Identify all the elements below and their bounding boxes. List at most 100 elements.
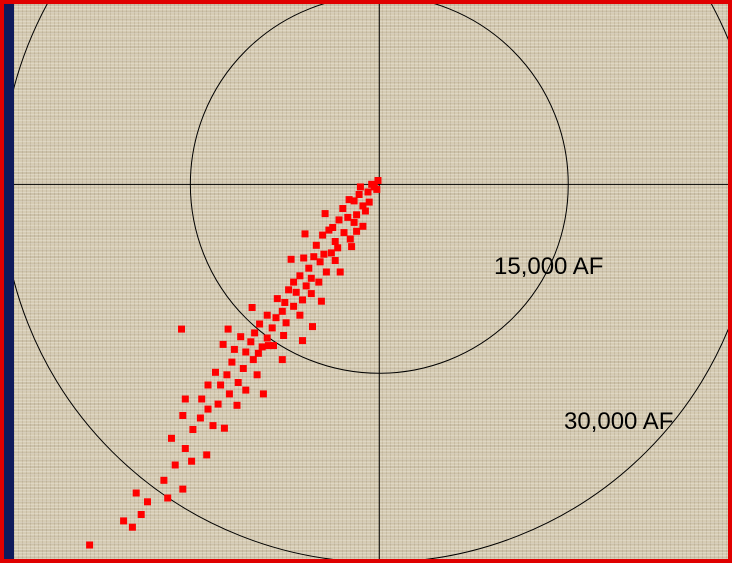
data-point-77 [196, 414, 204, 422]
ring-label-30000: 30,000 AF [564, 408, 673, 435]
data-point-3 [374, 177, 382, 184]
data-point-100 [309, 323, 316, 331]
data-point-54 [268, 324, 276, 332]
data-point-49 [296, 311, 304, 319]
data-point-74 [214, 400, 222, 408]
data-point-104 [248, 304, 256, 311]
data-point-35 [300, 254, 308, 262]
data-point-23 [325, 226, 333, 234]
data-point-4 [356, 183, 364, 191]
data-point-40 [302, 282, 310, 290]
data-point-95 [264, 342, 272, 350]
data-point-29 [312, 241, 320, 249]
data-point-84 [188, 457, 196, 465]
data-point-42 [285, 286, 293, 294]
data-point-22 [331, 238, 339, 245]
data-point-60 [237, 333, 245, 341]
data-point-36 [307, 274, 315, 282]
data-point-81 [168, 434, 175, 442]
data-point-48 [278, 307, 286, 315]
data-point-55 [251, 329, 259, 337]
data-point-57 [263, 334, 271, 342]
data-point-86 [160, 476, 168, 484]
data-point-72 [225, 390, 233, 398]
data-point-20 [353, 227, 361, 235]
data-point-43 [307, 290, 315, 298]
data-point-97 [299, 337, 306, 345]
data-point-69 [234, 379, 242, 386]
ring-label-15000: 15,000 AF [494, 253, 603, 280]
data-point-93 [120, 517, 128, 525]
left-edge-strip [4, 4, 14, 559]
data-point-15 [350, 218, 358, 226]
data-point-21 [346, 235, 354, 243]
data-point-38 [315, 278, 323, 286]
data-point-99 [178, 325, 185, 333]
data-point-110 [321, 210, 329, 218]
data-point-96 [278, 356, 286, 364]
data-point-31 [310, 253, 318, 261]
data-point-71 [212, 368, 219, 376]
data-point-113 [181, 395, 189, 403]
data-point-16 [359, 222, 367, 230]
ring-15000 [189, 4, 569, 374]
rings-group [14, 4, 728, 559]
data-point-90 [132, 489, 140, 497]
data-point-63 [230, 345, 238, 353]
data-point-65 [228, 358, 236, 366]
data-point-79 [189, 426, 197, 433]
ring-30000 [14, 4, 728, 559]
data-point-107 [233, 401, 241, 409]
data-point-102 [317, 297, 325, 305]
data-point-18 [329, 224, 337, 231]
data-point-33 [322, 268, 330, 276]
data-point-70 [217, 381, 225, 389]
data-point-103 [336, 268, 344, 276]
data-point-10 [345, 196, 353, 204]
data-point-59 [258, 343, 266, 351]
data-point-7 [350, 197, 358, 205]
data-point-9 [359, 202, 367, 210]
data-point-5 [364, 188, 372, 196]
data-point-58 [247, 338, 255, 346]
data-point-11 [339, 205, 347, 212]
data-point-62 [270, 342, 277, 350]
data-point-87 [164, 494, 172, 502]
data-point-88 [179, 485, 187, 493]
data-point-30 [316, 258, 324, 266]
data-point-91 [137, 511, 145, 518]
data-point-85 [171, 461, 179, 469]
data-point-28 [320, 250, 328, 258]
data-point-6 [355, 191, 363, 198]
data-point-17 [335, 216, 343, 224]
data-point-39 [290, 278, 298, 286]
data-point-108 [204, 381, 212, 389]
data-point-37 [296, 272, 304, 280]
data-point-73 [242, 386, 250, 394]
data-point-50 [272, 314, 280, 322]
data-point-56 [280, 332, 288, 339]
data-point-14 [344, 213, 352, 221]
data-point-45 [281, 299, 289, 306]
data-point-61 [242, 348, 250, 356]
data-point-67 [253, 371, 261, 379]
data-point-106 [219, 340, 227, 348]
data-point-83 [203, 451, 211, 459]
data-point-64 [249, 356, 257, 364]
data-point-19 [340, 229, 348, 237]
data-point-25 [334, 244, 342, 252]
data-point-112 [220, 424, 228, 432]
data-point-8 [365, 198, 373, 206]
data-point-94 [86, 541, 94, 549]
data-point-101 [259, 390, 267, 398]
data-point-51 [282, 319, 290, 327]
data-point-109 [301, 230, 309, 238]
data-point-53 [256, 320, 264, 328]
data-point-46 [290, 302, 298, 310]
scatter-chart: 15,000 AF 30,000 AF [14, 4, 728, 559]
data-point-89 [144, 498, 151, 506]
data-point-27 [327, 249, 335, 257]
data-point-12 [353, 211, 361, 219]
data-point-78 [209, 422, 217, 430]
